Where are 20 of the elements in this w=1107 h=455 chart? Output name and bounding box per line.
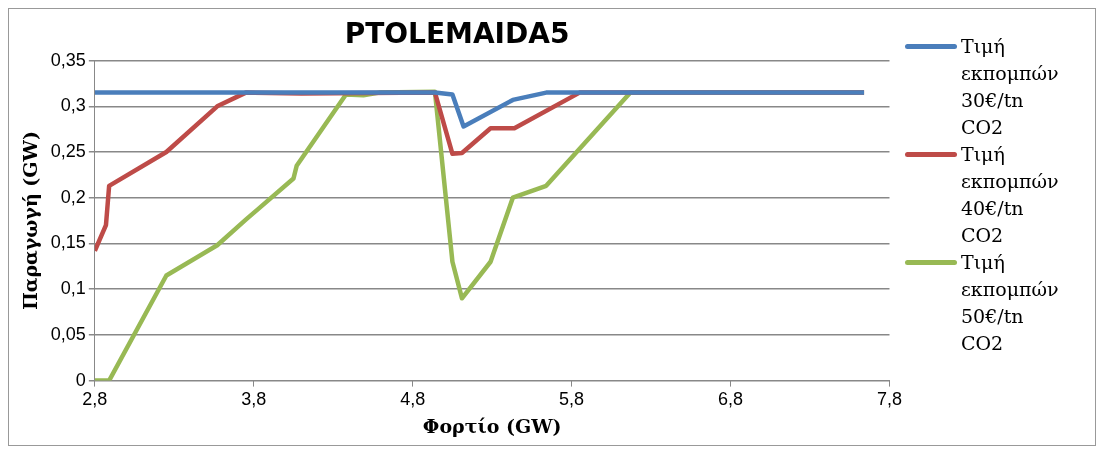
y-tick-label: 0,25 <box>50 141 86 161</box>
y-tick-label: 0,3 <box>60 95 86 116</box>
y-axis-title: Παραγωγή (GW) <box>19 131 42 311</box>
legend-label: Τιμή εκπομπών 50€/tn CO2 <box>961 250 1060 356</box>
x-tick-label: 4,8 <box>400 389 426 410</box>
y-tick-label: 0,1 <box>60 278 86 299</box>
legend-label: Τιμή εκπομπών 30€/tn CO2 <box>961 34 1060 140</box>
y-tick-label: 0 <box>75 369 86 390</box>
y-tick-label: 0,35 <box>50 49 86 70</box>
x-tick-label: 7,8 <box>876 389 902 410</box>
y-tick-label: 0,15 <box>50 232 86 253</box>
x-tick-label: 3,8 <box>241 389 267 410</box>
y-tick-label: 0,2 <box>60 186 86 207</box>
x-tick-label: 6,8 <box>718 389 744 410</box>
legend-label: Τιμή εκπομπών 40€/tn CO2 <box>961 142 1060 248</box>
y-tick-label: 0,05 <box>50 323 86 344</box>
x-tick-label: 2,8 <box>82 389 108 410</box>
chart-title: PTOLEMAIDA5 <box>344 17 570 51</box>
x-tick-label: 5,8 <box>559 389 585 410</box>
x-axis-title: Φορτίο (GW) <box>422 414 562 437</box>
